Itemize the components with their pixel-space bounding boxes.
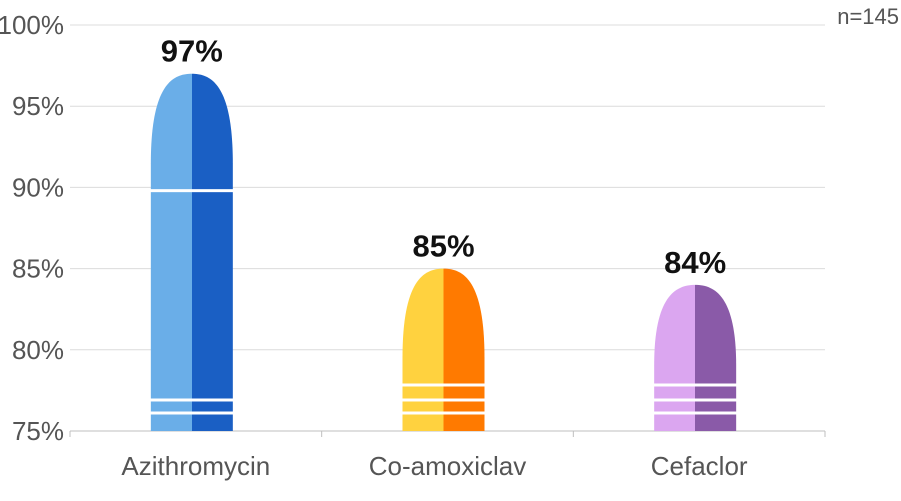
- data-label: 85%: [412, 229, 474, 264]
- bar-band: [653, 411, 738, 415]
- bar-band: [653, 398, 738, 402]
- y-tick-label: 90%: [12, 172, 64, 202]
- bar: [150, 73, 233, 431]
- bar-band: [149, 411, 234, 415]
- bar-band: [149, 189, 234, 193]
- data-labels: 97% 85% 84%: [161, 34, 726, 280]
- y-tick-label: 95%: [12, 91, 64, 121]
- bar: [654, 284, 737, 431]
- x-tick-label: Azithromycin: [121, 451, 270, 481]
- sample-size-note: n=145: [837, 4, 899, 29]
- x-tick-label: Cefaclor: [651, 451, 748, 481]
- bar-band: [149, 398, 234, 402]
- bar-band: [401, 398, 486, 402]
- bar-cefaclor: [653, 284, 738, 431]
- data-label: 84%: [664, 245, 726, 280]
- x-tick-label: Co-amoxiclav: [369, 451, 527, 481]
- bars: [149, 73, 738, 431]
- bar-azithromycin: [149, 73, 234, 431]
- y-tick-label: 85%: [12, 254, 64, 284]
- y-tick-label: 80%: [12, 335, 64, 365]
- y-tick-label: 75%: [12, 416, 64, 446]
- bar-band: [653, 383, 738, 387]
- bar-band: [401, 383, 486, 387]
- bar-co-amoxiclav: [401, 268, 486, 431]
- x-axis: Azithromycin Co-amoxiclav Cefaclor: [69, 431, 826, 481]
- data-label: 97%: [161, 34, 223, 69]
- bar-band: [401, 411, 486, 415]
- y-axis: 75% 80% 85% 90% 95% 100%: [0, 10, 64, 446]
- bar: [402, 268, 485, 431]
- y-tick-label: 100%: [0, 10, 64, 40]
